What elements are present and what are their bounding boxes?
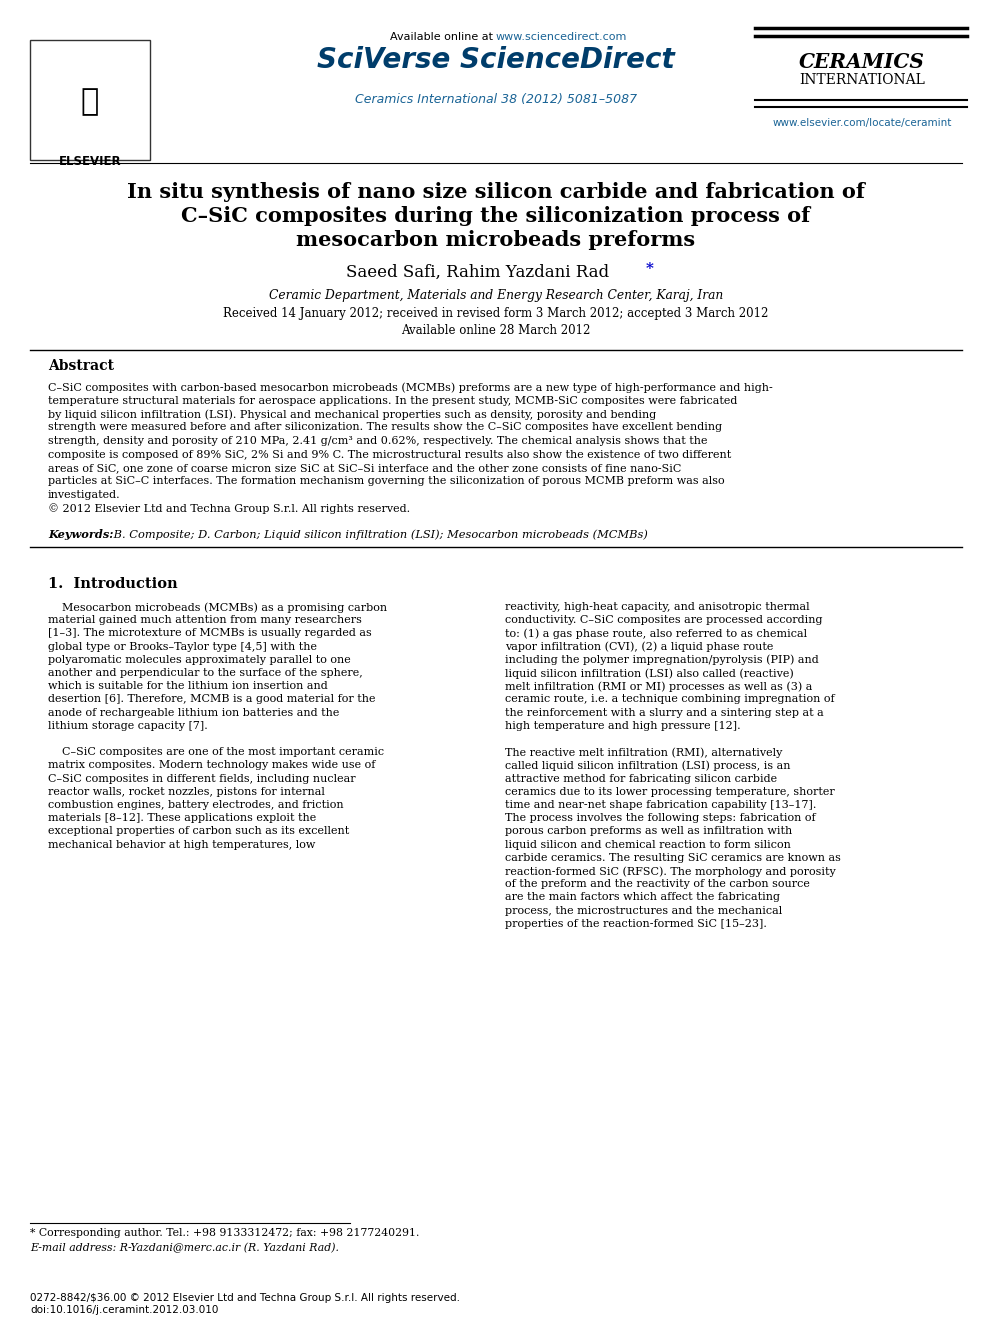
Text: high temperature and high pressure [12].: high temperature and high pressure [12].: [505, 721, 741, 730]
Text: ceramic route, i.e. a technique combining impregnation of: ceramic route, i.e. a technique combinin…: [505, 695, 834, 704]
Text: Mesocarbon microbeads (MCMBs) as a promising carbon: Mesocarbon microbeads (MCMBs) as a promi…: [48, 602, 387, 613]
Text: vapor infiltration (CVI), (2) a liquid phase route: vapor infiltration (CVI), (2) a liquid p…: [505, 642, 774, 652]
Text: called liquid silicon infiltration (LSI) process, is an: called liquid silicon infiltration (LSI)…: [505, 761, 791, 771]
Text: liquid silicon and chemical reaction to form silicon: liquid silicon and chemical reaction to …: [505, 840, 791, 849]
Text: C–SiC composites with carbon-based mesocarbon microbeads (MCMBs) preforms are a : C–SiC composites with carbon-based mesoc…: [48, 382, 773, 393]
Text: Ceramics International 38 (2012) 5081–5087: Ceramics International 38 (2012) 5081–50…: [355, 94, 637, 106]
Text: areas of SiC, one zone of coarse micron size SiC at SiC–Si interface and the oth: areas of SiC, one zone of coarse micron …: [48, 463, 682, 474]
Text: In situ synthesis of nano size silicon carbide and fabrication of: In situ synthesis of nano size silicon c…: [127, 183, 865, 202]
Text: by liquid silicon infiltration (LSI). Physical and mechanical properties such as: by liquid silicon infiltration (LSI). Ph…: [48, 409, 657, 419]
Text: Saeed Safi, Rahim Yazdani Rad: Saeed Safi, Rahim Yazdani Rad: [346, 263, 609, 280]
Text: conductivity. C–SiC composites are processed according: conductivity. C–SiC composites are proce…: [505, 615, 822, 626]
Text: Ceramic Department, Materials and Energy Research Center, Karaj, Iran: Ceramic Department, Materials and Energy…: [269, 288, 723, 302]
Text: strength, density and porosity of 210 MPa, 2.41 g/cm³ and 0.62%, respectively. T: strength, density and porosity of 210 MP…: [48, 437, 707, 446]
Text: temperature structural materials for aerospace applications. In the present stud: temperature structural materials for aer…: [48, 396, 737, 406]
Text: material gained much attention from many researchers: material gained much attention from many…: [48, 615, 362, 626]
Text: mesocarbon microbeads preforms: mesocarbon microbeads preforms: [297, 230, 695, 250]
Text: attractive method for fabricating silicon carbide: attractive method for fabricating silico…: [505, 774, 777, 783]
Text: B. Composite; D. Carbon; Liquid silicon infiltration (LSI); Mesocarbon microbead: B. Composite; D. Carbon; Liquid silicon …: [110, 529, 648, 540]
Text: C–SiC composites are one of the most important ceramic: C–SiC composites are one of the most imp…: [48, 747, 384, 757]
Text: polyaromatic molecules approximately parallel to one: polyaromatic molecules approximately par…: [48, 655, 351, 664]
Text: reaction-formed SiC (RFSC). The morphology and porosity: reaction-formed SiC (RFSC). The morpholo…: [505, 867, 835, 877]
Text: properties of the reaction-formed SiC [15–23].: properties of the reaction-formed SiC [1…: [505, 918, 767, 929]
Text: CERAMICS: CERAMICS: [800, 52, 925, 71]
Text: www.sciencedirect.com: www.sciencedirect.com: [496, 32, 627, 42]
Text: time and near-net shape fabrication capability [13–17].: time and near-net shape fabrication capa…: [505, 800, 816, 810]
Text: [1–3]. The microtexture of MCMBs is usually regarded as: [1–3]. The microtexture of MCMBs is usua…: [48, 628, 372, 639]
Text: mechanical behavior at high temperatures, low: mechanical behavior at high temperatures…: [48, 840, 315, 849]
Text: doi:10.1016/j.ceramint.2012.03.010: doi:10.1016/j.ceramint.2012.03.010: [30, 1304, 218, 1315]
Text: lithium storage capacity [7].: lithium storage capacity [7].: [48, 721, 207, 730]
Text: desertion [6]. Therefore, MCMB is a good material for the: desertion [6]. Therefore, MCMB is a good…: [48, 695, 376, 704]
Bar: [30, 40, 150, 160]
Text: Available online at: Available online at: [390, 32, 496, 42]
Text: investigated.: investigated.: [48, 490, 121, 500]
Text: particles at SiC–C interfaces. The formation mechanism governing the siliconizat: particles at SiC–C interfaces. The forma…: [48, 476, 724, 487]
Text: anode of rechargeable lithium ion batteries and the: anode of rechargeable lithium ion batter…: [48, 708, 339, 717]
Text: are the main factors which affect the fabricating: are the main factors which affect the fa…: [505, 893, 780, 902]
Text: 0272-8842/$36.00 © 2012 Elsevier Ltd and Techna Group S.r.l. All rights reserved: 0272-8842/$36.00 © 2012 Elsevier Ltd and…: [30, 1293, 460, 1303]
Text: process, the microstructures and the mechanical: process, the microstructures and the mec…: [505, 906, 783, 916]
Text: global type or Brooks–Taylor type [4,5] with the: global type or Brooks–Taylor type [4,5] …: [48, 642, 317, 652]
Text: © 2012 Elsevier Ltd and Techna Group S.r.l. All rights reserved.: © 2012 Elsevier Ltd and Techna Group S.r…: [48, 504, 410, 515]
Text: exceptional properties of carbon such as its excellent: exceptional properties of carbon such as…: [48, 827, 349, 836]
Text: porous carbon preforms as well as infiltration with: porous carbon preforms as well as infilt…: [505, 827, 793, 836]
Text: carbide ceramics. The resulting SiC ceramics are known as: carbide ceramics. The resulting SiC cera…: [505, 853, 841, 863]
Text: matrix composites. Modern technology makes wide use of: matrix composites. Modern technology mak…: [48, 761, 375, 770]
Text: reactor walls, rocket nozzles, pistons for internal: reactor walls, rocket nozzles, pistons f…: [48, 787, 324, 796]
Text: to: (1) a gas phase route, also referred to as chemical: to: (1) a gas phase route, also referred…: [505, 628, 807, 639]
Text: C–SiC composites during the siliconization process of: C–SiC composites during the siliconizati…: [182, 206, 810, 226]
Text: * Corresponding author. Tel.: +98 9133312472; fax: +98 2177240291.: * Corresponding author. Tel.: +98 913331…: [30, 1228, 420, 1238]
Text: strength were measured before and after siliconization. The results show the C–S: strength were measured before and after …: [48, 422, 722, 433]
Text: materials [8–12]. These applications exploit the: materials [8–12]. These applications exp…: [48, 814, 316, 823]
Text: www.elsevier.com/locate/ceramint: www.elsevier.com/locate/ceramint: [773, 118, 951, 128]
Text: E-mail address: R-Yazdani@merc.ac.ir (R. Yazdani Rad).: E-mail address: R-Yazdani@merc.ac.ir (R.…: [30, 1244, 339, 1253]
Text: which is suitable for the lithium ion insertion and: which is suitable for the lithium ion in…: [48, 681, 327, 691]
Text: Abstract: Abstract: [48, 359, 114, 373]
Text: The process involves the following steps: fabrication of: The process involves the following steps…: [505, 814, 815, 823]
Text: Available online 28 March 2012: Available online 28 March 2012: [402, 324, 590, 336]
Text: including the polymer impregnation/pyrolysis (PIP) and: including the polymer impregnation/pyrol…: [505, 655, 818, 665]
Text: reactivity, high-heat capacity, and anisotropic thermal: reactivity, high-heat capacity, and anis…: [505, 602, 809, 613]
Text: ceramics due to its lower processing temperature, shorter: ceramics due to its lower processing tem…: [505, 787, 834, 796]
Text: of the preform and the reactivity of the carbon source: of the preform and the reactivity of the…: [505, 880, 809, 889]
Text: another and perpendicular to the surface of the sphere,: another and perpendicular to the surface…: [48, 668, 363, 677]
Text: the reinforcement with a slurry and a sintering step at a: the reinforcement with a slurry and a si…: [505, 708, 823, 717]
Text: *: *: [646, 262, 654, 277]
Text: ELSEVIER: ELSEVIER: [59, 155, 121, 168]
Text: SciVerse ScienceDirect: SciVerse ScienceDirect: [317, 46, 675, 74]
Text: INTERNATIONAL: INTERNATIONAL: [800, 73, 925, 87]
Text: Received 14 January 2012; received in revised form 3 March 2012; accepted 3 Marc: Received 14 January 2012; received in re…: [223, 307, 769, 320]
Text: 🌿: 🌿: [81, 87, 99, 116]
Text: combustion engines, battery electrodes, and friction: combustion engines, battery electrodes, …: [48, 800, 343, 810]
Text: C–SiC composites in different fields, including nuclear: C–SiC composites in different fields, in…: [48, 774, 355, 783]
Text: The reactive melt infiltration (RMI), alternatively: The reactive melt infiltration (RMI), al…: [505, 747, 783, 758]
Text: Keywords:: Keywords:: [48, 529, 113, 540]
Text: liquid silicon infiltration (LSI) also called (reactive): liquid silicon infiltration (LSI) also c…: [505, 668, 794, 679]
Text: composite is composed of 89% SiC, 2% Si and 9% C. The microstructural results al: composite is composed of 89% SiC, 2% Si …: [48, 450, 731, 459]
Text: 1.  Introduction: 1. Introduction: [48, 577, 178, 591]
Text: melt infiltration (RMI or MI) processes as well as (3) a: melt infiltration (RMI or MI) processes …: [505, 681, 812, 692]
